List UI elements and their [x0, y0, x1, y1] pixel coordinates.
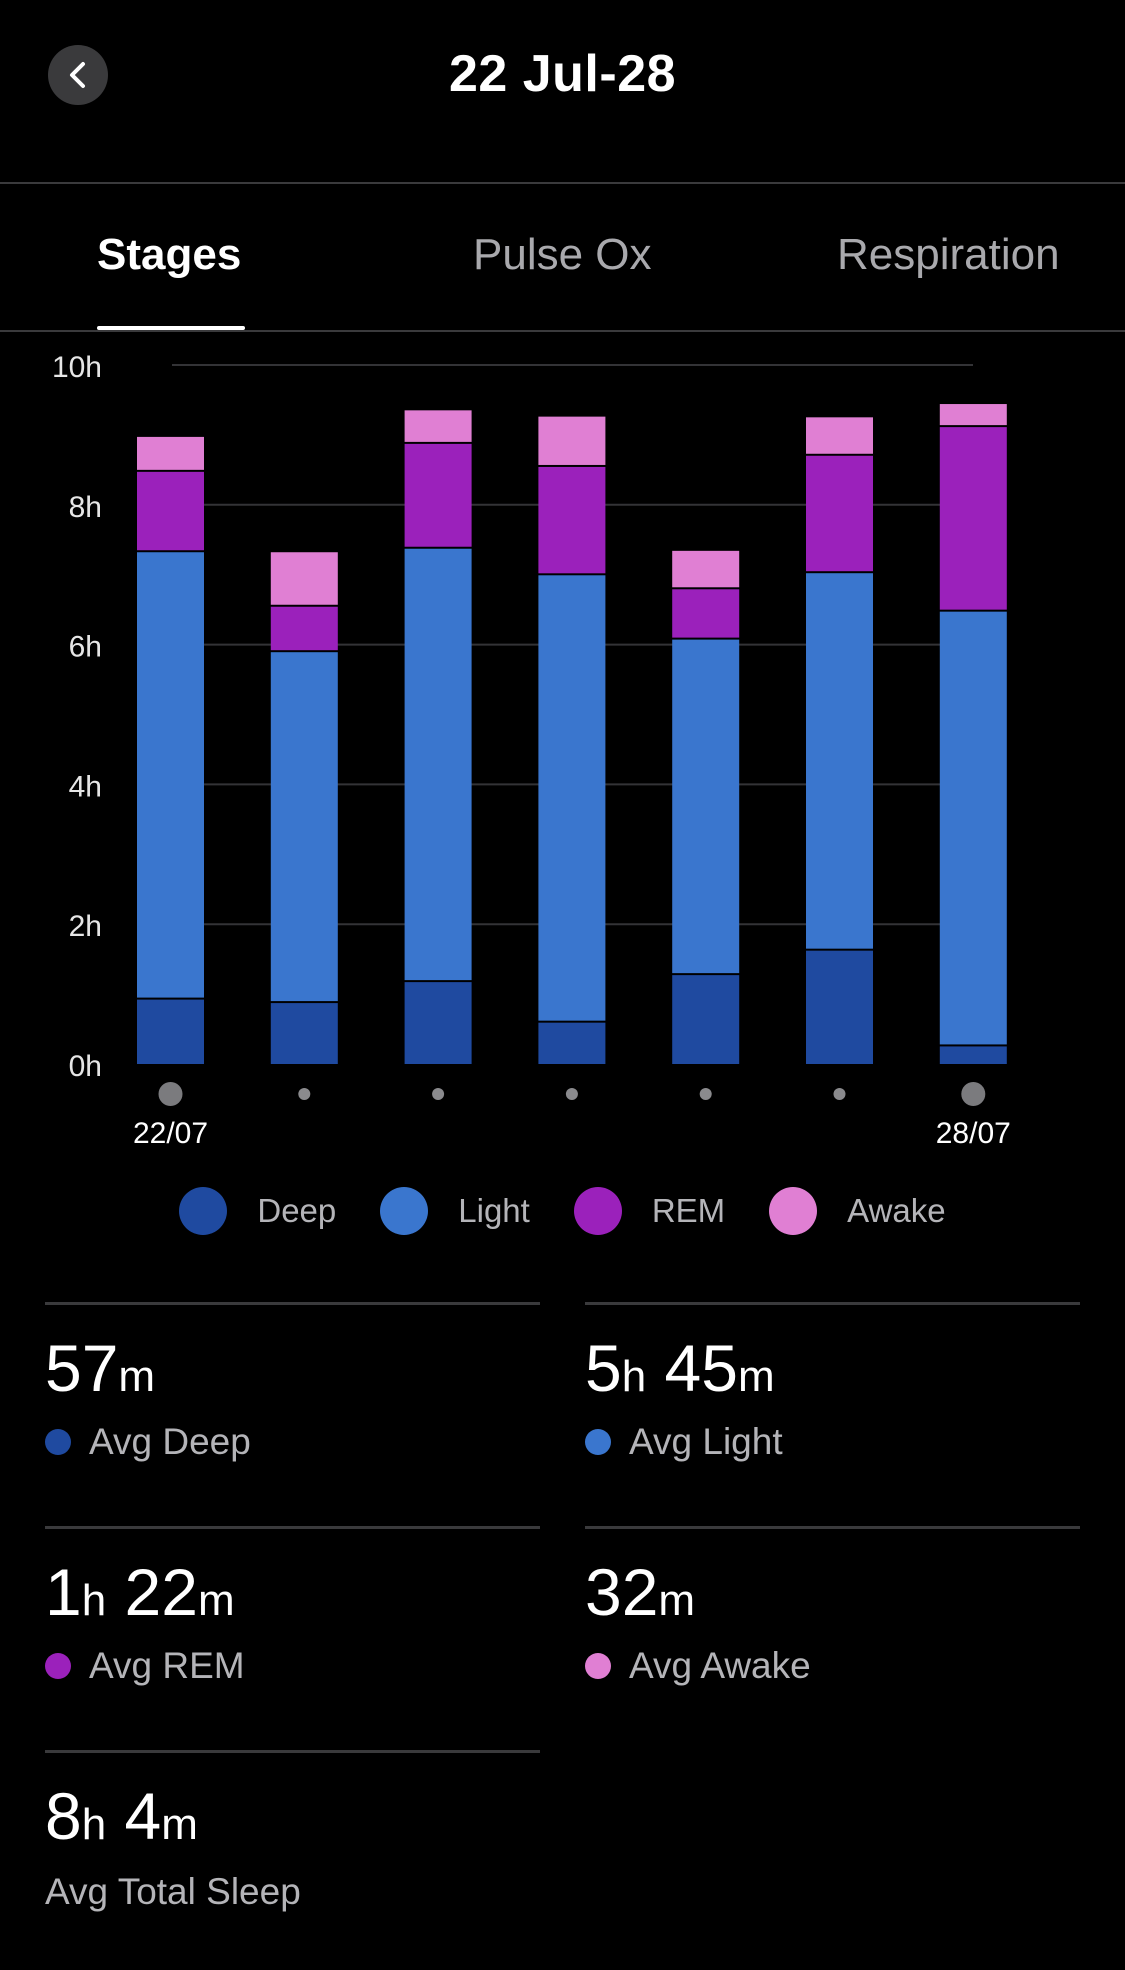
stat-label: Avg Awake: [629, 1645, 811, 1686]
stat-value: 8h 4m: [45, 1779, 198, 1853]
y-tick-label: 0h: [69, 1050, 102, 1083]
bar-awake: [137, 436, 204, 470]
bar-light: [806, 573, 873, 949]
bar-awake: [270, 552, 338, 605]
stat-avg-light: 5h 45m Avg Light: [585, 1302, 1080, 1463]
legend-swatch-awake: [769, 1187, 818, 1235]
legend-swatch-deep: [179, 1187, 228, 1235]
stat-label: Avg Deep: [89, 1421, 251, 1462]
bar-awake: [672, 550, 740, 588]
bar-awake: [404, 410, 472, 442]
legend-label-deep: Deep: [257, 1192, 337, 1229]
legend-label-awake: Awake: [847, 1192, 946, 1229]
x-tick-label: 28/07: [936, 1117, 1011, 1150]
chevron-left-icon: [70, 62, 85, 88]
bar-light: [137, 552, 204, 998]
legend-item-deep: Deep: [179, 1187, 336, 1235]
x-tick-dot: [298, 1088, 311, 1100]
bar-rem: [806, 455, 873, 572]
awake-dot-icon: [585, 1653, 611, 1679]
bar-light: [538, 575, 606, 1021]
bar-light: [939, 611, 1007, 1045]
bar-rem: [404, 443, 472, 547]
bar-rem: [672, 589, 740, 638]
sleep-stages-chart: 0h 2h 4h 6h 8h 10h 22/07 28/07: [52, 351, 1011, 1150]
bar-deep: [404, 982, 472, 1064]
tab-bar: Stages Pulse Ox Respiration: [0, 184, 1125, 332]
bar-light: [270, 652, 338, 1002]
stat-avg-total-sleep: 8h 4m Avg Total Sleep: [45, 1750, 540, 1913]
bar-awake: [538, 416, 606, 465]
bar-deep: [939, 1046, 1007, 1064]
bar-awake: [806, 417, 873, 454]
stat-value: 32m: [585, 1555, 696, 1629]
bar-deep: [806, 950, 873, 1064]
y-tick-label: 10h: [52, 351, 102, 384]
x-tick-dot: [432, 1088, 445, 1100]
bar-light: [672, 639, 740, 974]
rem-dot-icon: [45, 1653, 71, 1679]
stat-value: 1h 22m: [45, 1555, 235, 1629]
legend-swatch-rem: [573, 1187, 622, 1235]
stat-avg-rem: 1h 22m Avg REM: [45, 1526, 540, 1687]
stat-label: Avg REM: [89, 1645, 245, 1686]
back-button[interactable]: [48, 45, 108, 105]
legend-label-light: Light: [458, 1192, 530, 1229]
y-tick-label: 2h: [69, 910, 102, 943]
bar-light: [404, 548, 472, 981]
legend-label-rem: REM: [651, 1192, 726, 1229]
legend-item-light: Light: [380, 1187, 530, 1235]
x-tick-dot: [158, 1082, 183, 1106]
light-dot-icon: [585, 1429, 611, 1455]
bar-deep: [137, 999, 204, 1064]
bar-deep: [538, 1022, 606, 1064]
bar-rem: [137, 471, 204, 551]
chart-legend: Deep Light REM Awake: [0, 1183, 1125, 1239]
active-tab-indicator: [97, 326, 245, 330]
stat-label: Avg Total Sleep: [45, 1871, 301, 1912]
x-tick-label: 22/07: [133, 1117, 208, 1150]
bar-rem: [939, 427, 1007, 610]
x-tick-dot: [961, 1082, 986, 1106]
bar-deep: [270, 1003, 338, 1064]
y-tick-label: 6h: [69, 631, 102, 664]
bar-rem: [538, 466, 606, 574]
x-tick-dot: [565, 1088, 578, 1100]
header: 22 Jul-28: [0, 0, 1125, 184]
bar-deep: [672, 975, 740, 1064]
tab-respiration[interactable]: Respiration: [837, 230, 1060, 279]
legend-swatch-light: [380, 1187, 429, 1235]
bar-rem: [270, 606, 338, 651]
stat-value: 57m: [45, 1331, 156, 1405]
bar-awake: [939, 404, 1007, 426]
x-tick-dot: [699, 1088, 712, 1100]
stat-avg-awake: 32m Avg Awake: [585, 1526, 1080, 1687]
tab-pulse-ox[interactable]: Pulse Ox: [473, 230, 652, 279]
tab-stages[interactable]: Stages: [97, 230, 242, 279]
page-title: 22 Jul-28: [448, 45, 677, 103]
stat-avg-deep: 57m Avg Deep: [45, 1302, 540, 1463]
stat-value: 5h 45m: [585, 1331, 775, 1405]
y-tick-label: 8h: [69, 491, 102, 524]
legend-item-rem: REM: [573, 1187, 726, 1235]
legend-item-awake: Awake: [769, 1187, 946, 1235]
x-tick-dot: [833, 1088, 846, 1100]
y-tick-label: 4h: [69, 770, 102, 803]
deep-dot-icon: [45, 1429, 71, 1455]
stat-label: Avg Light: [629, 1421, 783, 1462]
